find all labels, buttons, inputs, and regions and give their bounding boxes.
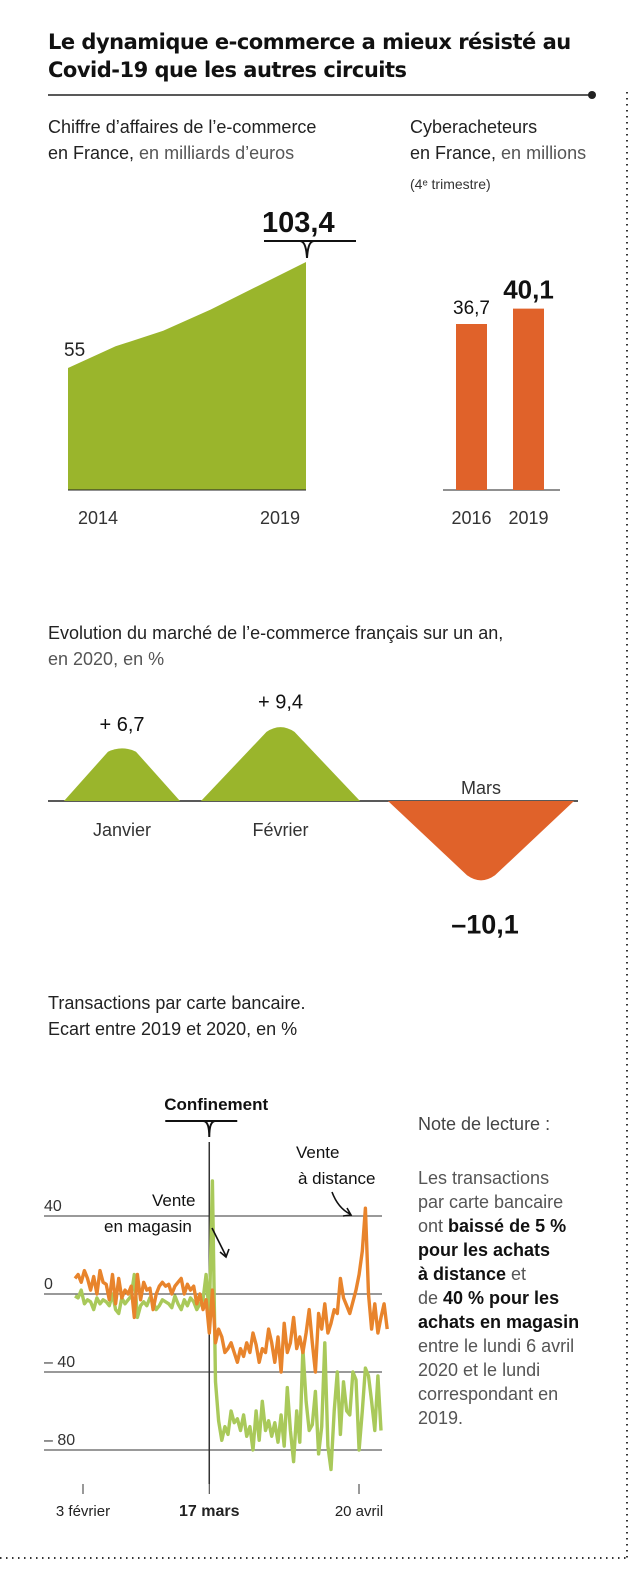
buyers-value-label: 36,7 — [453, 298, 490, 319]
card-label-store-arrowhead — [219, 1248, 230, 1259]
revenue-panel-title: Chiffre d’affaires de l’e-commerce en Fr… — [48, 114, 316, 166]
card-y-tick: – 40 — [44, 1354, 75, 1371]
card-title-line2: Ecart entre 2019 et 2020, en % — [48, 1019, 298, 1039]
card-event-bracket — [165, 1120, 238, 1138]
buyers-title-line2-start: en France, — [410, 143, 497, 163]
market-value-label: + 9,4 — [258, 691, 303, 713]
card-panel-title: Transactions par carte bancaire. Ecart e… — [48, 990, 305, 1042]
buyers-title-line2-rest: en millions — [496, 143, 587, 163]
note-line: correspondant en — [418, 1382, 579, 1406]
card-x-tick-label: 17 mars — [179, 1503, 240, 1520]
card-series-remote — [73, 1206, 389, 1374]
card-label-store-arrow — [211, 1227, 227, 1257]
card-label-remote-line1: Vente — [296, 1143, 340, 1162]
market-month-label: Février — [252, 820, 308, 840]
note-body: Les transactions par carte bancaire ont ba… — [418, 1166, 579, 1430]
revenue-tick-2019: 2019 — [260, 508, 300, 528]
market-month-label: Mars — [461, 778, 501, 798]
card-label-remote-arrow — [331, 1191, 351, 1215]
market-value-label: –10,1 — [451, 909, 519, 939]
buyers-bar — [456, 324, 487, 490]
market-mound — [388, 801, 574, 881]
revenue-tick-2014: 2014 — [78, 508, 118, 528]
note-line: entre le lundi 6 avril — [418, 1334, 579, 1358]
card-x-tick-label: 20 avril — [335, 1503, 383, 1520]
note-text: 2020 et le lundi — [418, 1360, 541, 1380]
note-line: 2019. — [418, 1406, 579, 1430]
note-heading: Note de lecture : — [418, 1114, 551, 1134]
note-line: Les transactions — [418, 1166, 579, 1190]
note-line: ont baissé de 5 % — [418, 1214, 579, 1238]
card-y-tick: – 80 — [44, 1432, 75, 1449]
revenue-title-line1: Chiffre d’affaires de l’e-commerce — [48, 117, 317, 137]
revenue-callout-bracket — [264, 240, 356, 259]
note-line: à distance et — [418, 1262, 579, 1286]
note-line: de 40 % pour les — [418, 1286, 579, 1310]
buyers-panel-note: (4ᵉ trimestre) — [410, 176, 491, 192]
note-line: achats en magasin — [418, 1310, 579, 1334]
revenue-label-first: 55 — [64, 340, 85, 361]
market-title-line2: en 2020, en % — [48, 649, 165, 669]
chart-title: Le dynamique e-commerce a mieux résisté … — [48, 30, 571, 82]
note-text: ont — [418, 1216, 449, 1236]
note-text: par carte bancaire — [418, 1192, 564, 1212]
note-bold-text: achats en magasin — [418, 1312, 580, 1332]
note-line: pour les achats — [418, 1238, 579, 1262]
note-line: par carte bancaire — [418, 1190, 579, 1214]
buyers-panel-title: Cyberacheteurs en France, en millions — [410, 114, 586, 166]
revenue-title-line2-start: en France, — [48, 143, 135, 163]
card-event-label: Confinement — [164, 1095, 268, 1114]
card-label-remote-arrowhead — [342, 1207, 353, 1217]
revenue-area — [68, 262, 306, 490]
title-rule-dot — [588, 91, 596, 99]
card-y-tick: 0 — [44, 1276, 53, 1293]
card-y-tick: 40 — [44, 1198, 62, 1215]
card-label-remote-line2: à distance — [298, 1169, 376, 1188]
note-text: entre le lundi 6 avril — [418, 1336, 575, 1356]
buyers-tick: 2016 — [451, 508, 491, 528]
note-text: et — [506, 1264, 527, 1284]
card-title-line1: Transactions par carte bancaire. — [48, 993, 306, 1013]
note-text: 2019. — [418, 1408, 464, 1428]
note-bold-text: pour les achats — [418, 1240, 551, 1260]
note-bold-text: baissé de 5 % — [448, 1216, 567, 1236]
market-mound — [201, 727, 360, 801]
market-mound — [64, 748, 180, 801]
market-value-label: + 6,7 — [99, 714, 144, 736]
note-text: de — [418, 1288, 444, 1308]
market-title-line1: Evolution du marché de l’e-commerce fran… — [48, 623, 504, 643]
note-bold-text: à distance — [418, 1264, 507, 1284]
buyers-tick: 2019 — [508, 508, 548, 528]
market-month-label: Janvier — [93, 820, 151, 840]
card-x-tick-label: 3 février — [56, 1503, 110, 1520]
buyers-bar — [513, 308, 544, 490]
revenue-title-line2-rest: en milliards d’euros — [134, 143, 295, 163]
buyers-value-label: 40,1 — [503, 275, 554, 305]
card-series-store — [74, 1179, 383, 1472]
market-panel-title: Evolution du marché de l’e-commerce fran… — [48, 620, 503, 672]
card-label-store-line2: en magasin — [104, 1217, 192, 1236]
buyers-title-line1: Cyberacheteurs — [410, 117, 538, 137]
note-line: 2020 et le lundi — [418, 1358, 579, 1382]
note-text: correspondant en — [418, 1384, 559, 1404]
note-text: Les transactions — [418, 1168, 550, 1188]
note-bold-text: 40 % pour les — [443, 1288, 560, 1308]
card-label-store-line1: Vente — [152, 1191, 196, 1210]
revenue-label-last: 103,4 — [262, 207, 335, 239]
